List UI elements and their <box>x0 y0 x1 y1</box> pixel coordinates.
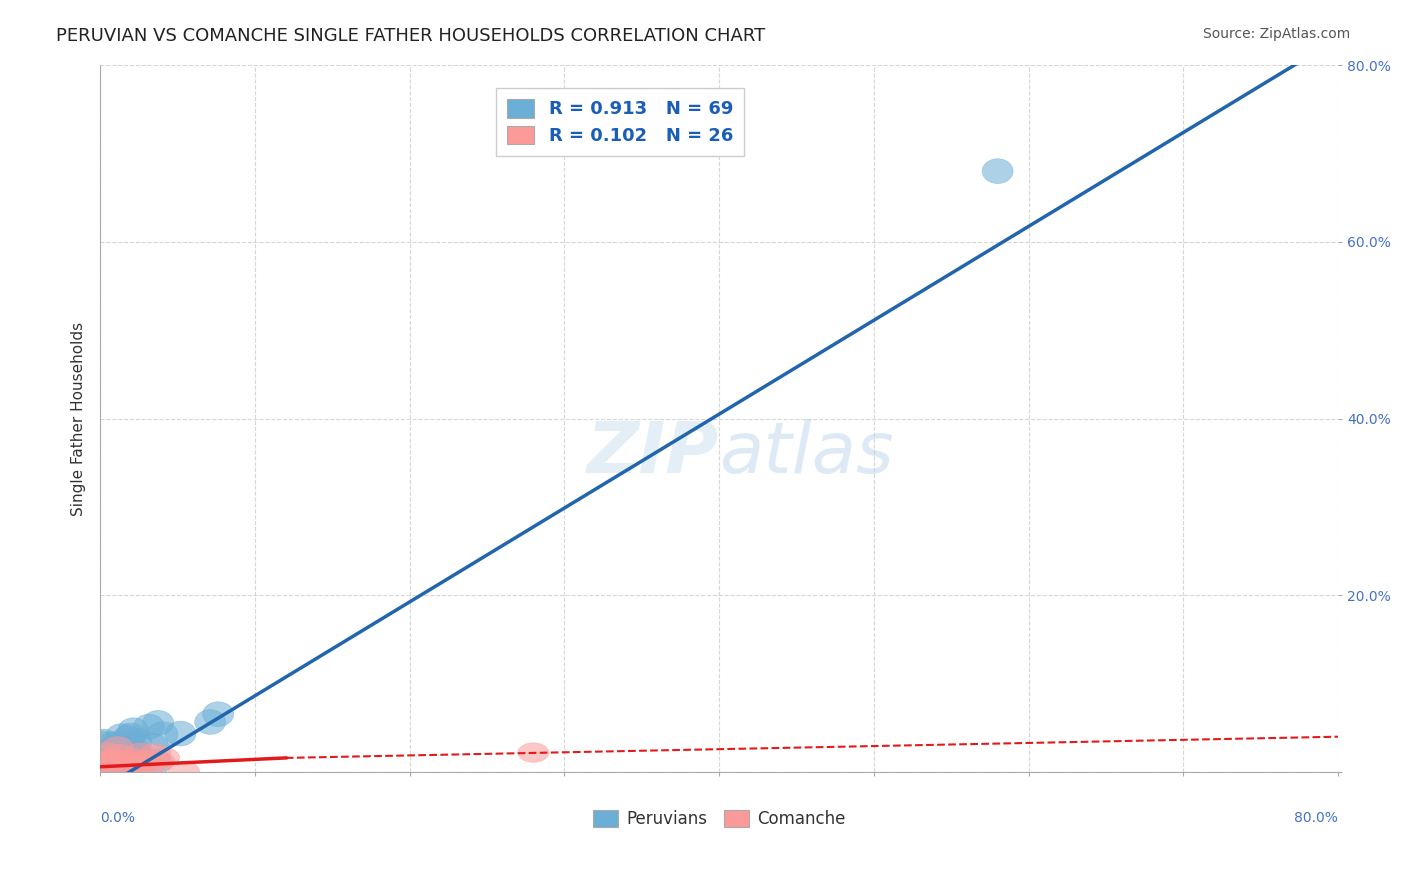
Text: Source: ZipAtlas.com: Source: ZipAtlas.com <box>1202 27 1350 41</box>
Ellipse shape <box>98 756 129 780</box>
Ellipse shape <box>91 744 122 768</box>
Ellipse shape <box>118 718 149 742</box>
Ellipse shape <box>149 747 180 767</box>
Ellipse shape <box>148 722 179 747</box>
Ellipse shape <box>89 730 120 754</box>
Ellipse shape <box>100 745 131 770</box>
Ellipse shape <box>100 739 131 764</box>
Ellipse shape <box>194 710 225 734</box>
Ellipse shape <box>96 749 127 769</box>
Ellipse shape <box>107 759 138 779</box>
Ellipse shape <box>93 759 124 783</box>
Ellipse shape <box>111 747 142 772</box>
Ellipse shape <box>96 739 127 764</box>
Ellipse shape <box>134 714 165 739</box>
Ellipse shape <box>100 759 131 783</box>
Ellipse shape <box>90 741 121 766</box>
Ellipse shape <box>120 739 150 764</box>
Ellipse shape <box>93 750 124 770</box>
Ellipse shape <box>121 753 152 772</box>
Ellipse shape <box>118 748 149 768</box>
Ellipse shape <box>105 741 136 766</box>
Ellipse shape <box>94 739 125 763</box>
Text: 0.0%: 0.0% <box>100 811 135 825</box>
Ellipse shape <box>121 741 152 766</box>
Ellipse shape <box>96 759 127 783</box>
Ellipse shape <box>111 732 142 756</box>
Ellipse shape <box>97 759 128 783</box>
Text: ZIP: ZIP <box>586 419 718 489</box>
Ellipse shape <box>104 756 135 781</box>
Ellipse shape <box>125 743 156 763</box>
Ellipse shape <box>87 759 118 783</box>
Ellipse shape <box>104 759 135 783</box>
Ellipse shape <box>93 755 124 774</box>
Ellipse shape <box>98 750 129 775</box>
Ellipse shape <box>101 737 134 756</box>
Ellipse shape <box>129 753 160 772</box>
Ellipse shape <box>115 723 146 747</box>
Ellipse shape <box>139 743 170 763</box>
Ellipse shape <box>91 757 122 777</box>
Ellipse shape <box>107 741 138 766</box>
Ellipse shape <box>91 756 122 776</box>
Ellipse shape <box>105 756 136 780</box>
Text: atlas: atlas <box>718 419 894 489</box>
Ellipse shape <box>90 759 121 783</box>
Ellipse shape <box>983 159 1014 184</box>
Ellipse shape <box>100 759 131 783</box>
Text: PERUVIAN VS COMANCHE SINGLE FATHER HOUSEHOLDS CORRELATION CHART: PERUVIAN VS COMANCHE SINGLE FATHER HOUSE… <box>56 27 765 45</box>
Ellipse shape <box>97 749 128 774</box>
Ellipse shape <box>112 732 143 757</box>
Ellipse shape <box>89 752 120 777</box>
Ellipse shape <box>91 743 122 762</box>
Ellipse shape <box>104 745 135 770</box>
Ellipse shape <box>90 753 121 772</box>
Ellipse shape <box>121 729 152 753</box>
Ellipse shape <box>110 750 141 770</box>
Ellipse shape <box>112 735 143 760</box>
Ellipse shape <box>103 759 134 783</box>
Ellipse shape <box>100 754 131 779</box>
Ellipse shape <box>165 722 195 746</box>
Ellipse shape <box>143 752 174 772</box>
Ellipse shape <box>96 756 127 780</box>
Ellipse shape <box>97 732 128 756</box>
Ellipse shape <box>117 750 148 775</box>
Ellipse shape <box>100 749 131 773</box>
Ellipse shape <box>112 725 143 750</box>
Ellipse shape <box>138 733 169 758</box>
Ellipse shape <box>122 742 153 767</box>
Text: 80.0%: 80.0% <box>1294 811 1339 825</box>
Ellipse shape <box>100 749 131 774</box>
Ellipse shape <box>94 747 125 772</box>
Ellipse shape <box>202 702 233 727</box>
Legend: Peruvians, Comanche: Peruvians, Comanche <box>586 803 852 834</box>
Ellipse shape <box>111 732 142 756</box>
Ellipse shape <box>94 759 125 783</box>
Ellipse shape <box>117 742 148 766</box>
Ellipse shape <box>96 751 127 770</box>
Ellipse shape <box>101 734 132 759</box>
Ellipse shape <box>117 757 148 777</box>
Ellipse shape <box>103 759 134 783</box>
Ellipse shape <box>141 750 172 774</box>
Ellipse shape <box>122 753 153 772</box>
Ellipse shape <box>135 756 166 774</box>
Ellipse shape <box>517 743 548 763</box>
Ellipse shape <box>86 731 117 756</box>
Ellipse shape <box>86 751 117 771</box>
Ellipse shape <box>107 747 138 772</box>
Y-axis label: Single Father Households: Single Father Households <box>72 321 86 516</box>
Ellipse shape <box>129 751 160 770</box>
Ellipse shape <box>142 711 173 735</box>
Ellipse shape <box>104 744 135 764</box>
Ellipse shape <box>169 762 200 780</box>
Ellipse shape <box>121 746 152 771</box>
Ellipse shape <box>91 759 122 783</box>
Ellipse shape <box>105 723 136 748</box>
